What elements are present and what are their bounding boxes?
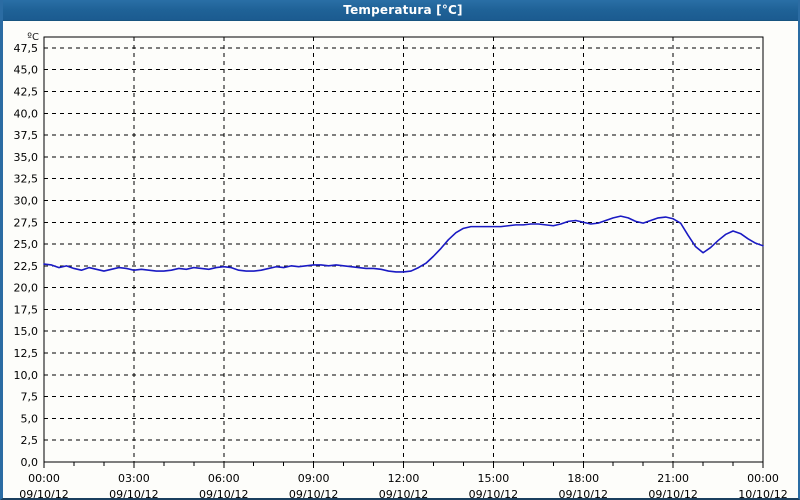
temperature-series-line (43, 215, 764, 273)
x-axis-time-label: 03:00 (118, 472, 150, 485)
y-axis-tick-label: 35,0 (14, 151, 39, 164)
y-axis-tick-label: 40,0 (14, 107, 39, 120)
y-axis-tick-label: 2,5 (21, 434, 39, 447)
chart-plot-container: 0,0 2,5 5,0 7,5 10,0 12,5 15,0 17,5 20,0 22,5 25,0… (3, 22, 798, 498)
x-axis-date-label: 09/10/12 (199, 488, 248, 498)
x-axis-date-label: 09/10/12 (379, 488, 428, 498)
x-axis-date-label: 10/10/12 (738, 488, 787, 498)
vertical-gridlines (133, 37, 674, 462)
y-axis-tick-labels: 0,0 2,5 5,0 7,5 10,0 12,5 15,0 17,5 20,0 22,5 25,0… (14, 42, 39, 469)
x-axis-date-label: 09/10/12 (19, 488, 68, 498)
y-axis-tick-label: 32,5 (14, 173, 39, 186)
temperature-line-chart: 0,0 2,5 5,0 7,5 10,0 12,5 15,0 17,5 20,0 22,5 25,0… (14, 32, 788, 498)
y-axis-tick-label: 37,5 (14, 129, 39, 142)
x-axis-time-label: 06:00 (208, 472, 240, 485)
y-axis-tick-label: 12,5 (14, 347, 39, 360)
x-axis-time-label: 12:00 (388, 472, 420, 485)
page-title: Temperatura [°C] (343, 3, 463, 17)
y-axis-tick-label: 0,0 (21, 456, 39, 469)
x-axis-time-label: 09:00 (298, 472, 330, 485)
y-axis-unit-label: ºC (27, 32, 39, 43)
y-axis-tick-label: 27,5 (14, 216, 39, 229)
y-axis-tick-label: 42,5 (14, 85, 39, 98)
y-axis-tick-label: 45,0 (14, 64, 39, 77)
x-axis-date-label: 09/10/12 (648, 488, 697, 498)
y-axis-tick-label: 20,0 (14, 282, 39, 295)
x-axis-date-label: 09/10/12 (469, 488, 518, 498)
y-axis-tick-label: 17,5 (14, 303, 39, 316)
y-axis-tick-label: 7,5 (21, 391, 39, 404)
y-axis-tick-label: 15,0 (14, 325, 39, 338)
y-axis-tick-label: 22,5 (14, 260, 39, 273)
x-axis-date-label: 09/10/12 (109, 488, 158, 498)
x-axis-time-label: 00:00 (28, 472, 60, 485)
x-axis-time-label: 18:00 (567, 472, 599, 485)
x-axis-tick-marks (43, 462, 764, 468)
x-axis-tick-labels: 00:00 09/10/12 03:00 09/10/12 06:00 09/10/12 0… (19, 472, 787, 498)
x-axis-time-label: 21:00 (657, 472, 689, 485)
window-title-bar: Temperatura [°C] (3, 0, 798, 21)
y-axis-tick-label: 25,0 (14, 238, 39, 251)
y-axis-tick-label: 10,0 (14, 369, 39, 382)
x-axis-time-label: 00:00 (747, 472, 779, 485)
x-axis-time-label: 15:00 (478, 472, 510, 485)
y-axis-tick-label: 47,5 (14, 42, 39, 55)
x-axis-date-label: 09/10/12 (289, 488, 338, 498)
axis-frame (43, 36, 764, 463)
y-axis-tick-label: 5,0 (21, 412, 39, 425)
x-axis-date-label: 09/10/12 (559, 488, 608, 498)
y-axis-tick-label: 30,0 (14, 194, 39, 207)
